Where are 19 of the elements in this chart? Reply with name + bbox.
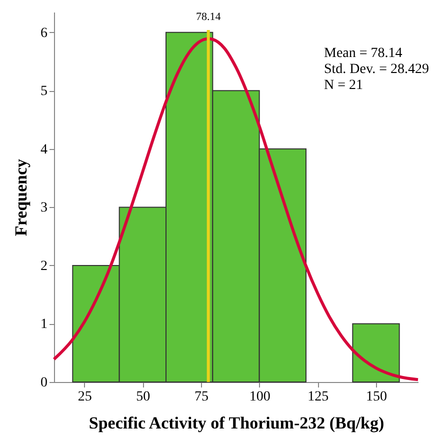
y-tick-label: 4 xyxy=(40,142,48,158)
x-tick-label: 25 xyxy=(78,390,92,404)
y-tick-label: 6 xyxy=(40,26,48,41)
y-tick-label: 0 xyxy=(40,376,48,390)
x-tick-label: 50 xyxy=(136,390,150,404)
y-axis-title: Frequency xyxy=(12,158,30,236)
y-tick-label: 3 xyxy=(40,200,48,216)
y-tick-label: 1 xyxy=(40,317,48,332)
x-tick-label: 150 xyxy=(366,390,387,404)
x-tick-label: 125 xyxy=(308,390,329,404)
annotation: N = 21 xyxy=(324,78,364,93)
annotation: Std. Dev. = 28.429 xyxy=(324,62,429,77)
y-tick-label: 2 xyxy=(40,258,48,274)
x-axis-title: Specific Activity of Thorium-232 (Bq/kg) xyxy=(88,414,384,432)
x-tick-label: 75 xyxy=(194,390,208,404)
annotation: Mean = 78.14 xyxy=(324,46,402,61)
ref-line-label: 78.14 xyxy=(196,11,222,23)
y-tick-label: 5 xyxy=(40,84,48,100)
x-tick-label: 100 xyxy=(249,390,270,404)
